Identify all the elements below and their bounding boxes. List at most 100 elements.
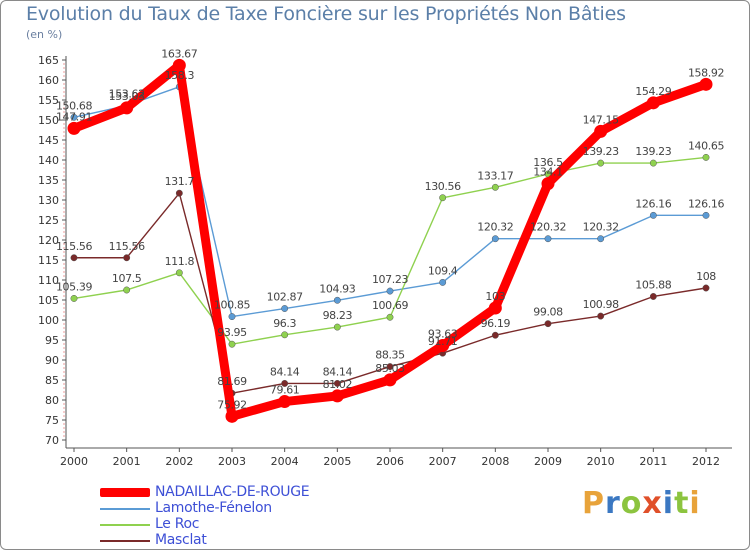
axes: 70 75 80 85 90 95 100 105 110 115 120 125 130 135 140 1… [38,54,732,468]
y-minor-tick [63,223,65,225]
legend-label: Lamothe-Fénelon [155,500,272,516]
data-point-masclat [544,320,552,328]
y-minor-tick [63,303,65,305]
legend-swatch [100,488,150,497]
x-tick-label: 2002 [165,455,193,468]
y-minor-tick [63,275,65,277]
data-point-nadaillac-de-rouge [120,101,134,115]
series-le-roc [70,153,710,348]
data-point-nadaillac-de-rouge [436,338,450,352]
data-point-le-roc [649,159,657,167]
y-tick-label: 125 [38,214,59,227]
series-layer [67,58,713,423]
y-tick-label: 70 [45,434,59,447]
data-point-le-roc [175,269,183,277]
data-label-masclat: 115.56 [109,240,145,253]
y-tick-label: 85 [45,374,59,387]
y-minor-tick [63,107,65,109]
y-minor-tick [63,67,65,69]
y-minor-tick [63,211,65,213]
y-minor-tick [63,291,65,293]
y-minor-tick [63,255,65,257]
data-label-lamothe-fenelon: 120.32 [530,221,566,234]
data-label-masclat: 81.69 [217,375,247,388]
data-label-lamothe-fenelon: 126.16 [635,197,671,210]
data-label-nadaillac-de-rouge: 147.15 [583,113,619,126]
y-tick-label: 105 [38,294,59,307]
y-minor-tick [63,103,65,105]
x-tick-label: 2008 [481,455,509,468]
data-label-masclat: 115.56 [56,240,92,253]
y-minor-tick [63,367,65,369]
y-minor-tick [63,187,65,189]
data-point-lamothe-fenelon [70,113,78,121]
data-point-masclat [597,312,605,320]
data-label-lamothe-fenelon: 104.93 [319,282,355,295]
data-labels-layer: 147.91 153.03 163.67 75.92 79.61 81.02 85.03 93… [56,47,725,411]
y-tick-label: 150 [38,114,59,127]
y-minor-tick [63,387,65,389]
data-point-masclat [386,363,394,371]
y-minor-tick [63,111,65,113]
logo-letter: i [689,486,701,521]
y-tick-label: 145 [38,134,59,147]
y-tick-label: 135 [38,174,59,187]
y-tick-label: 130 [38,194,59,207]
y-minor-tick [63,263,65,265]
y-minor-tick [63,203,65,205]
y-tick-label: 75 [45,414,59,427]
y-minor-tick [63,407,65,409]
y-minor-tick [63,435,65,437]
y-minor-tick [63,235,65,237]
y-minor-tick [63,395,65,397]
y-minor-tick [63,415,65,417]
y-minor-tick [63,83,65,85]
data-point-lamothe-fenelon [649,211,657,219]
data-point-le-roc [702,153,710,161]
y-minor-tick [63,71,65,73]
y-minor-tick [63,315,65,317]
y-minor-tick [63,243,65,245]
y-minor-tick [63,167,65,169]
data-label-le-roc: 93.95 [217,326,247,339]
y-minor-tick [63,231,65,233]
y-minor-tick [63,195,65,197]
data-label-lamothe-fenelon: 150.68 [56,99,92,112]
data-label-le-roc: 139.23 [635,145,671,158]
data-point-le-roc [386,313,394,321]
y-minor-tick [63,191,65,193]
y-minor-tick [63,283,65,285]
data-label-lamothe-fenelon: 158.3 [165,69,195,82]
y-minor-tick [63,371,65,373]
data-point-nadaillac-de-rouge [330,389,344,403]
y-tick-label: 90 [45,354,59,367]
y-minor-tick [63,215,65,217]
logo-letter: i [662,486,675,521]
data-point-lamothe-fenelon [281,305,289,312]
data-point-le-roc [228,340,236,348]
data-label-nadaillac-de-rouge: 134.1 [533,166,563,179]
x-tick-label: 2000 [60,455,88,468]
y-minor-tick [63,271,65,273]
data-point-lamothe-fenelon [544,235,552,243]
data-point-masclat [649,293,657,300]
y-minor-tick [63,267,65,269]
data-label-nadaillac-de-rouge: 79.61 [270,384,300,397]
data-label-masclat: 84.14 [323,365,353,378]
data-label-masclat: 88.35 [375,349,405,362]
data-point-nadaillac-de-rouge [278,395,292,409]
data-point-masclat [70,254,78,262]
data-label-nadaillac-de-rouge: 75.92 [217,398,247,411]
y-minor-tick [63,183,65,185]
y-minor-tick [63,311,65,313]
data-point-le-roc [70,294,78,302]
data-point-nadaillac-de-rouge [383,373,397,387]
data-point-le-roc [281,331,289,339]
y-minor-tick [63,143,65,145]
data-point-masclat [702,284,710,292]
data-point-nadaillac-de-rouge [699,77,713,91]
data-point-masclat [333,379,341,387]
y-minor-tick [63,351,65,353]
